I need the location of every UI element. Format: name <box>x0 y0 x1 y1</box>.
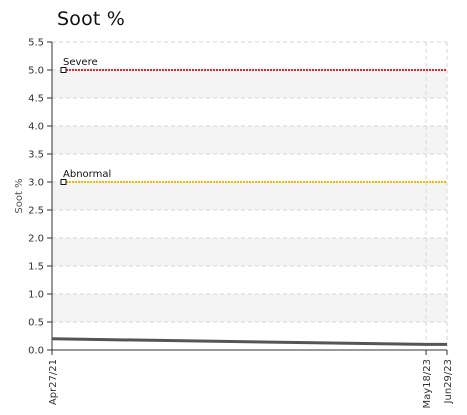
chart-title: Soot % <box>57 8 126 30</box>
plot-bands <box>52 70 447 322</box>
x-tick-label: Jun29/23 <box>443 359 454 404</box>
y-axis-ticks: 0.0 0.5 1.0 1.5 2.0 2.5 3.0 3.5 4.0 4.5 5.0 5.5 <box>28 38 52 357</box>
y-tick-label: 3.0 <box>28 178 44 189</box>
y-tick-label: 1.5 <box>28 262 44 273</box>
threshold-lines: Severe Abnormal <box>60 57 447 185</box>
y-tick-label: 3.5 <box>28 150 44 161</box>
plot-band <box>52 126 447 154</box>
x-tick-label: Apr27/21 <box>48 359 59 405</box>
y-tick-label: 5.5 <box>28 38 44 49</box>
plot-band <box>52 294 447 322</box>
threshold-marker <box>60 67 67 73</box>
data-series <box>51 337 447 346</box>
plot-band <box>52 238 447 266</box>
plot-band <box>52 182 447 210</box>
plot-band <box>52 70 447 98</box>
threshold-marker <box>60 179 67 185</box>
y-tick-label: 0.0 <box>28 346 44 357</box>
y-tick-label: 5.0 <box>28 66 44 77</box>
y-tick-label: 4.5 <box>28 94 44 105</box>
y-tick-label: 1.0 <box>28 290 44 301</box>
y-axis-label: Soot % <box>14 178 25 213</box>
threshold-label: Severe <box>63 57 98 68</box>
x-axis-ticks: Apr27/21 May18/23 Jun29/23 <box>48 350 454 409</box>
series-line <box>51 337 447 346</box>
y-tick-label: 4.0 <box>28 122 44 133</box>
y-tick-label: 0.5 <box>28 318 44 329</box>
x-tick-label: May18/23 <box>422 359 433 409</box>
y-tick-label: 2.5 <box>28 206 44 217</box>
y-tick-label: 2.0 <box>28 234 44 245</box>
axes <box>51 42 447 351</box>
threshold-label: Abnormal <box>63 169 111 180</box>
